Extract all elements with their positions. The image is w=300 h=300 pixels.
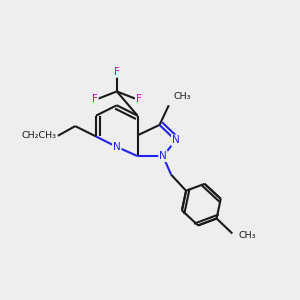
Text: CH₃: CH₃ xyxy=(174,92,191,101)
Text: N: N xyxy=(113,142,121,152)
Text: N: N xyxy=(172,135,180,146)
Text: N: N xyxy=(159,151,167,161)
Text: CH₃: CH₃ xyxy=(238,231,256,240)
Text: F: F xyxy=(92,94,98,104)
Text: CH₂CH₃: CH₂CH₃ xyxy=(21,131,56,140)
Text: F: F xyxy=(136,94,142,104)
Text: F: F xyxy=(114,67,120,77)
